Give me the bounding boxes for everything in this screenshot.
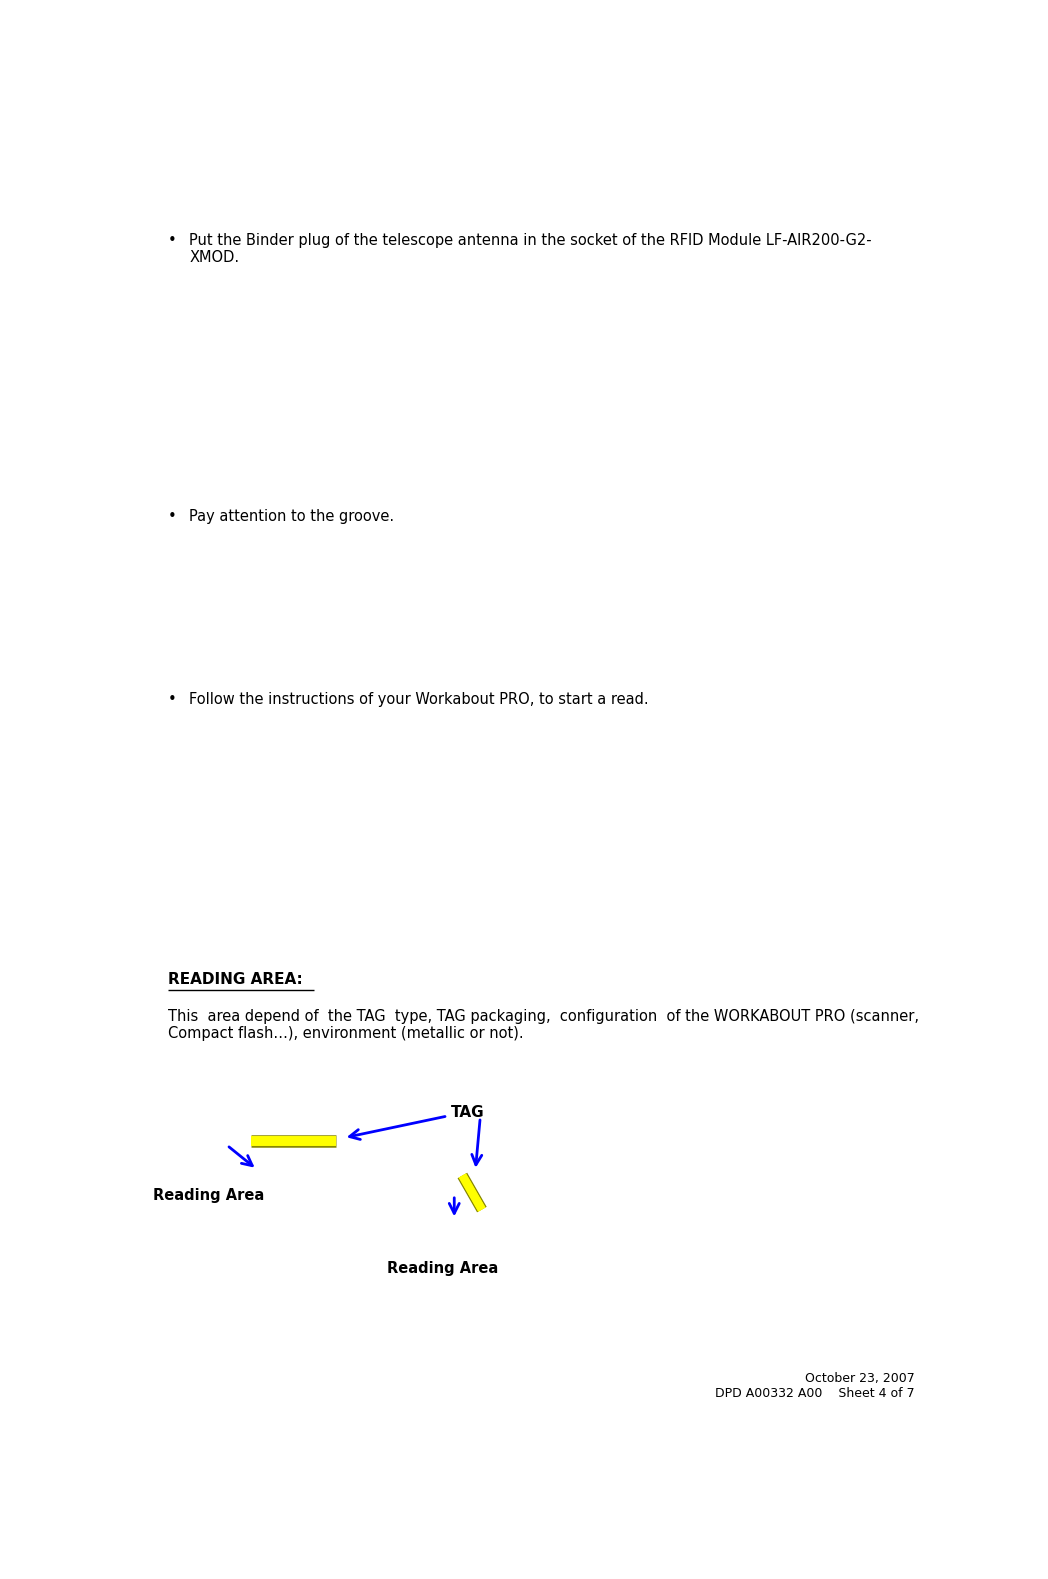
Text: Put the Binder plug of the telescope antenna in the socket of the RFID Module LF: Put the Binder plug of the telescope ant… [190,234,872,248]
Text: READING AREA:: READING AREA: [168,973,302,987]
Text: XMOD.: XMOD. [190,249,240,265]
Text: October 23, 2007: October 23, 2007 [805,1372,915,1385]
Text: DPD A00332 A00    Sheet 4 of 7: DPD A00332 A00 Sheet 4 of 7 [715,1386,915,1401]
Text: •: • [168,234,176,248]
Text: This  area depend of  the TAG  type, TAG packaging,  configuration  of the WORKA: This area depend of the TAG type, TAG pa… [168,1009,918,1023]
Text: •: • [168,692,176,707]
Text: •: • [168,510,176,524]
Text: Compact flash…), environment (metallic or not).: Compact flash…), environment (metallic o… [168,1026,523,1041]
Text: TAG: TAG [452,1105,485,1120]
Text: Follow the instructions of your Workabout PRO, to start a read.: Follow the instructions of your Workabou… [190,692,649,707]
Text: Reading Area: Reading Area [153,1187,264,1203]
Text: Reading Area: Reading Area [387,1260,498,1276]
Text: Pay attention to the groove.: Pay attention to the groove. [190,510,395,524]
